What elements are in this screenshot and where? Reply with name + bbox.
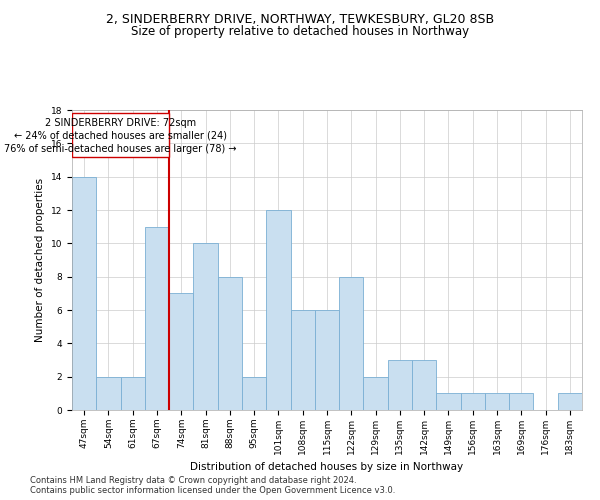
- Y-axis label: Number of detached properties: Number of detached properties: [35, 178, 45, 342]
- Bar: [145, 226, 169, 410]
- Bar: [72, 176, 96, 410]
- Bar: [193, 244, 218, 410]
- Text: 2 SINDERBERRY DRIVE: 72sqm: 2 SINDERBERRY DRIVE: 72sqm: [45, 118, 196, 128]
- Bar: [315, 310, 339, 410]
- Bar: [388, 360, 412, 410]
- Bar: [266, 210, 290, 410]
- Bar: [509, 394, 533, 410]
- Bar: [412, 360, 436, 410]
- Bar: [485, 394, 509, 410]
- FancyBboxPatch shape: [72, 112, 169, 156]
- Bar: [96, 376, 121, 410]
- Text: Size of property relative to detached houses in Northway: Size of property relative to detached ho…: [131, 25, 469, 38]
- Text: 2, SINDERBERRY DRIVE, NORTHWAY, TEWKESBURY, GL20 8SB: 2, SINDERBERRY DRIVE, NORTHWAY, TEWKESBU…: [106, 12, 494, 26]
- Bar: [290, 310, 315, 410]
- Bar: [461, 394, 485, 410]
- X-axis label: Distribution of detached houses by size in Northway: Distribution of detached houses by size …: [190, 462, 464, 472]
- Text: Contains public sector information licensed under the Open Government Licence v3: Contains public sector information licen…: [30, 486, 395, 495]
- Bar: [242, 376, 266, 410]
- Text: Contains HM Land Registry data © Crown copyright and database right 2024.: Contains HM Land Registry data © Crown c…: [30, 476, 356, 485]
- Bar: [364, 376, 388, 410]
- Bar: [169, 294, 193, 410]
- Text: 76% of semi-detached houses are larger (78) →: 76% of semi-detached houses are larger (…: [4, 144, 237, 154]
- Bar: [339, 276, 364, 410]
- Bar: [218, 276, 242, 410]
- Bar: [558, 394, 582, 410]
- Bar: [436, 394, 461, 410]
- Text: ← 24% of detached houses are smaller (24): ← 24% of detached houses are smaller (24…: [14, 131, 227, 141]
- Bar: [121, 376, 145, 410]
